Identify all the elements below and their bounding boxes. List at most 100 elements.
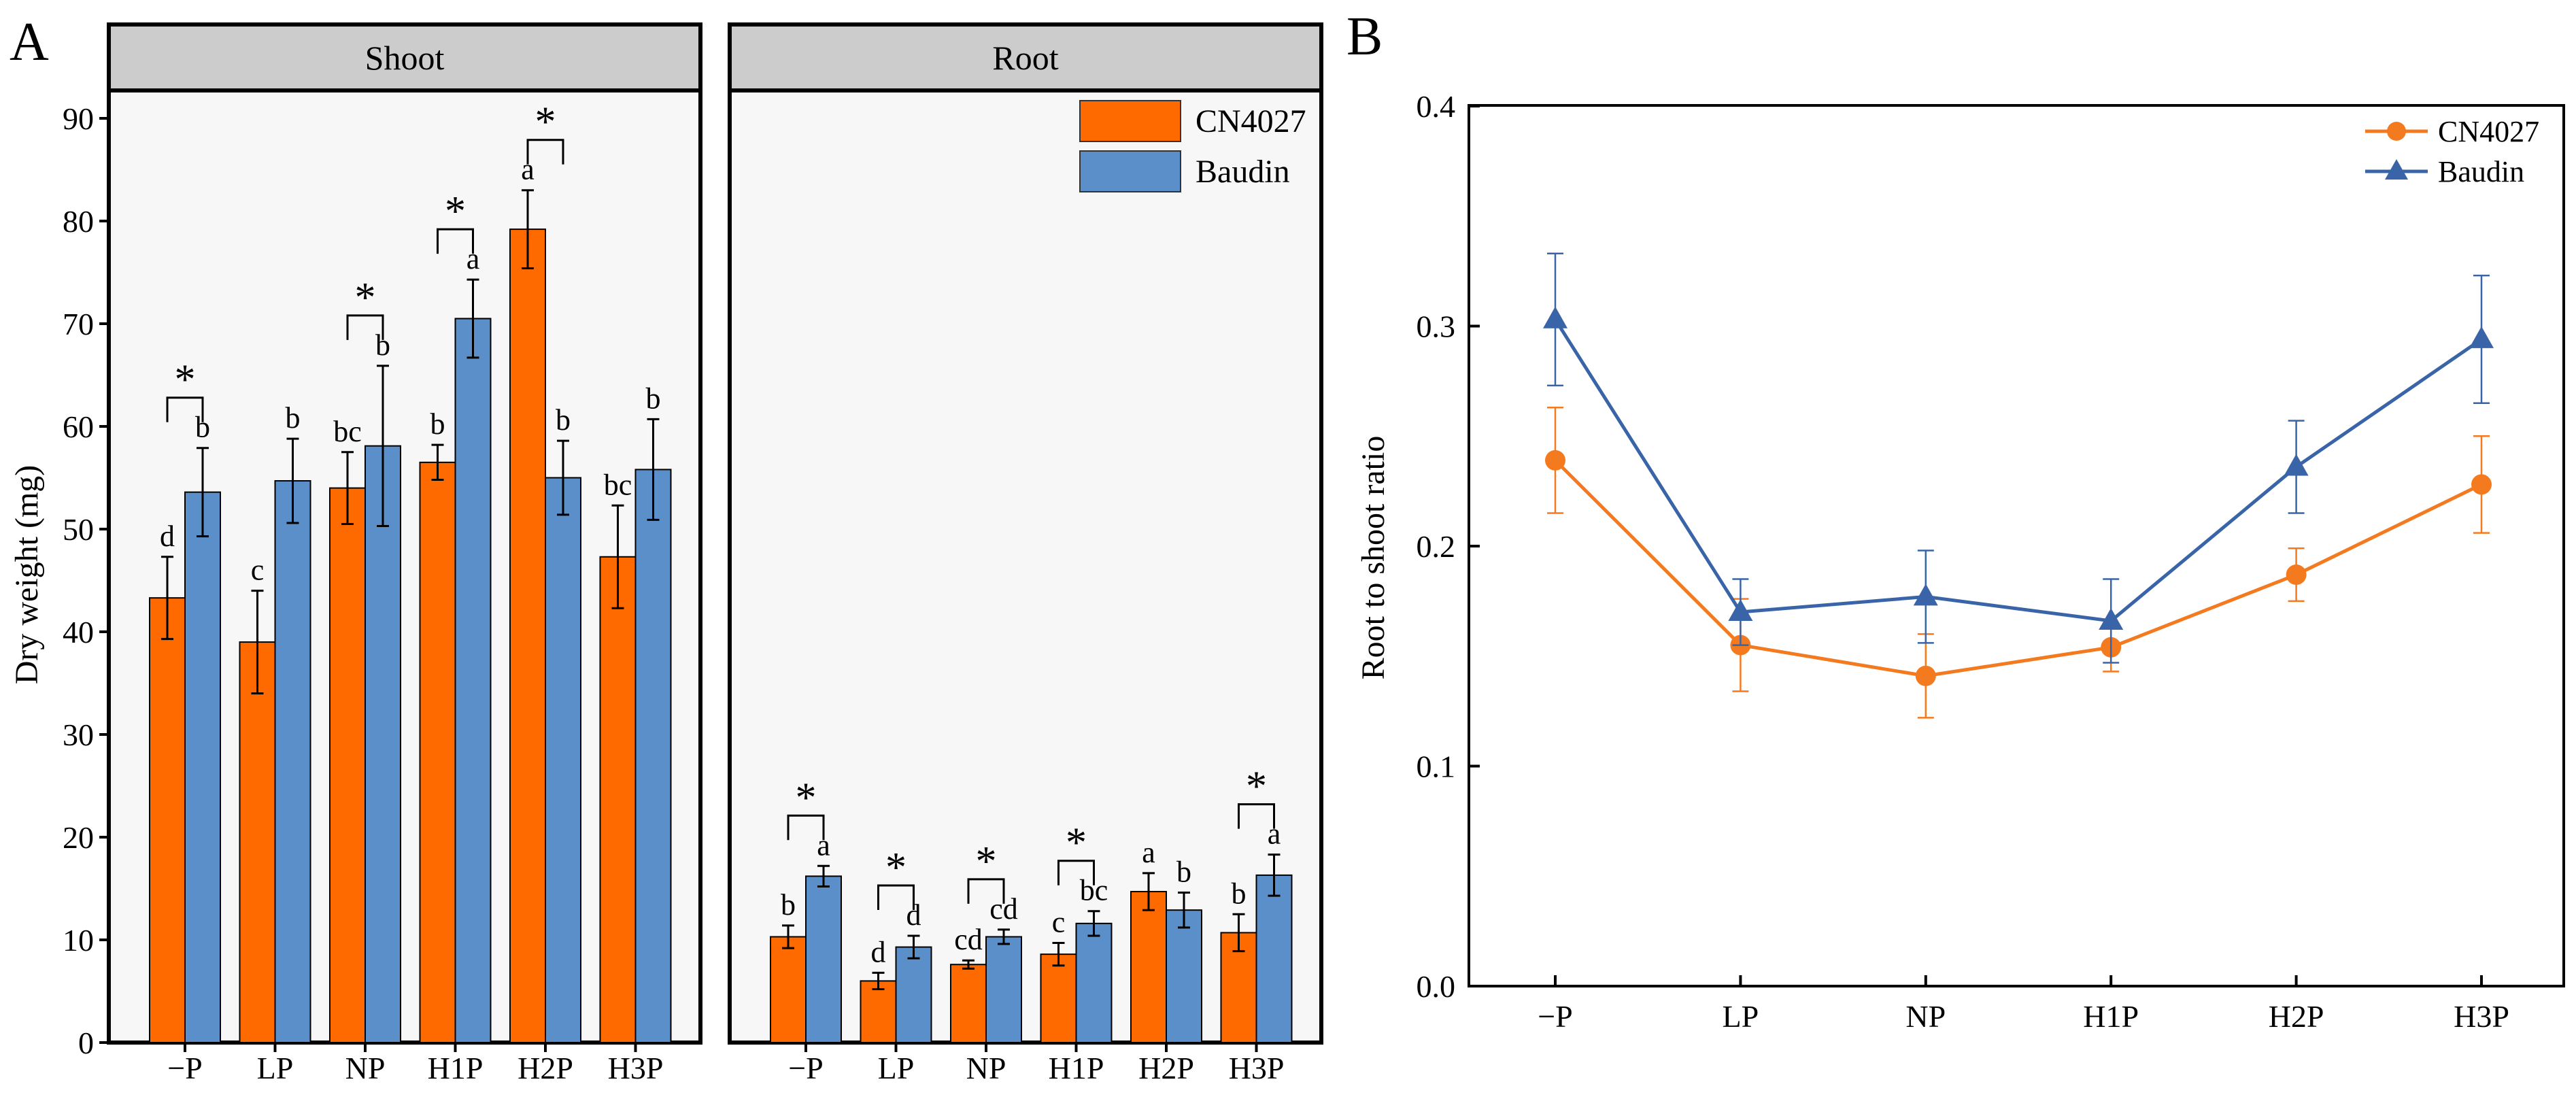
x-tick-label: NP <box>345 1051 386 1085</box>
y-tick-label: 20 <box>63 820 94 855</box>
significance-letter: a <box>521 153 535 186</box>
data-point-baudin <box>1913 584 1938 606</box>
significance-star: * <box>355 275 376 321</box>
significance-bracket <box>967 878 1005 904</box>
significance-letter: a <box>1268 817 1281 851</box>
significance-letter: b <box>286 401 301 435</box>
x-tick-label: H1P <box>428 1051 484 1085</box>
shoot-strip <box>107 22 702 92</box>
panel-b: B Root to shoot ratio 0.0 0.1 0.2 0.3 0.4 −P… <box>1346 7 2565 1034</box>
significance-letter: b <box>195 411 210 444</box>
y-tick-label: 80 <box>63 204 94 239</box>
x-tick-label: NP <box>1905 999 1946 1034</box>
panel-b-y-axis-label: Root to shoot ratio <box>1355 436 1391 680</box>
y-tick-label: 0.3 <box>1417 309 1456 344</box>
significance-letter: d <box>871 935 886 968</box>
y-tick-label: 30 <box>63 717 94 752</box>
bar-baudin <box>454 318 492 1044</box>
x-tick-label: NP <box>966 1051 1006 1085</box>
bar-baudin <box>895 946 932 1043</box>
panel-a-y-axis-label: Dry weight (mg) <box>9 465 45 685</box>
x-tick-label: H2P <box>1138 1051 1194 1085</box>
y-tick-label: 90 <box>63 101 94 136</box>
panel-a-y-ticks: 0 10 20 30 40 50 60 70 80 90 <box>63 101 109 1060</box>
legend-swatch-cn4027 <box>1079 100 1181 142</box>
bar-baudin <box>365 445 401 1043</box>
data-point-cn4027 <box>1545 450 1565 471</box>
bar-cn4027 <box>149 597 186 1043</box>
bar-cn4027 <box>509 229 546 1044</box>
y-tick-label: 0.0 <box>1417 969 1456 1004</box>
data-point-baudin <box>1728 599 1753 622</box>
significance-bracket <box>437 228 474 254</box>
x-tick-label: LP <box>878 1051 915 1085</box>
significance-letter: d <box>906 898 921 932</box>
legend-marker-cn4027 <box>2387 122 2406 141</box>
significance-star: * <box>445 188 466 235</box>
bar-baudin <box>985 936 1022 1043</box>
y-tick-label: 60 <box>63 409 94 444</box>
significance-letter: a <box>1142 836 1155 869</box>
x-tick-label: LP <box>257 1051 294 1085</box>
significance-letter: b <box>556 403 571 437</box>
bar-cn4027 <box>419 461 456 1043</box>
y-tick-label: 70 <box>63 307 94 341</box>
series-line-baudin <box>1553 318 2483 623</box>
significance-bracket <box>877 884 915 910</box>
panel-a-legend: CN4027 Baudin <box>1079 100 1306 192</box>
x-tick-label: H3P <box>1229 1051 1285 1085</box>
root-strip <box>728 22 1323 92</box>
data-point-baudin <box>2099 607 2124 630</box>
significance-star: * <box>976 839 997 885</box>
significance-star: * <box>796 775 817 821</box>
bar-cn4027 <box>239 641 276 1043</box>
panel-b-y-ticks: 0.0 0.1 0.2 0.3 0.4 <box>1417 89 1480 1004</box>
legend-label-b-baudin: Baudin <box>2438 155 2524 188</box>
data-point-baudin <box>2469 326 2494 348</box>
bar-cn4027 <box>860 980 897 1044</box>
y-tick-label: 50 <box>63 512 94 547</box>
significance-star: * <box>1066 820 1087 866</box>
y-tick-label: 0 <box>78 1026 94 1060</box>
x-tick-label: LP <box>1723 999 1759 1034</box>
panel-a: A Dry weight (mg) 0 10 20 30 40 50 60 70 80 90 Sh… <box>9 12 1323 1085</box>
bar-baudin <box>184 491 221 1043</box>
panel-b-plot-area <box>1468 104 2565 987</box>
legend-swatch-baudin <box>1079 150 1181 192</box>
bar-baudin <box>545 477 581 1043</box>
bar-baudin <box>1255 874 1293 1043</box>
y-tick-label: 0.2 <box>1417 529 1456 564</box>
x-tick-label: −P <box>1538 999 1573 1034</box>
data-point-baudin <box>1543 306 1567 328</box>
root-facet: Root −Pba*LPdd*NPcdcd*H1Pcbc*H2PabH3Pba*… <box>728 22 1323 1085</box>
x-tick-label: H2P <box>2269 999 2324 1034</box>
bar-cn4027 <box>1040 953 1077 1044</box>
x-tick-label: H3P <box>2454 999 2509 1034</box>
panel-b-legend: CN4027 Baudin <box>2365 115 2539 188</box>
significance-letter: b <box>1232 877 1247 910</box>
y-tick-label: 0.4 <box>1417 89 1456 124</box>
x-tick-label: H2P <box>518 1051 573 1085</box>
data-point-baudin <box>2284 454 2309 476</box>
bar-baudin <box>274 480 311 1043</box>
significance-star: * <box>885 845 906 891</box>
bar-cn4027 <box>1130 891 1167 1044</box>
x-tick-label: −P <box>788 1051 824 1085</box>
bar-cn4027 <box>770 936 807 1043</box>
significance-letter: c <box>1052 906 1066 939</box>
data-point-cn4027 <box>2471 474 2492 495</box>
root-strip-label: Root <box>992 39 1058 77</box>
significance-letter: bc <box>604 468 632 501</box>
bar-baudin <box>805 875 842 1043</box>
significance-letter: d <box>160 520 175 553</box>
significance-letter: b <box>646 382 661 415</box>
bar-cn4027 <box>599 556 637 1043</box>
legend-marker-baudin <box>2385 159 2408 180</box>
y-tick-label: 10 <box>63 923 94 958</box>
significance-star: * <box>175 357 196 403</box>
y-tick-label: 40 <box>63 615 94 649</box>
shoot-strip-label: Shoot <box>365 39 445 77</box>
x-tick-label: −P <box>167 1051 203 1085</box>
